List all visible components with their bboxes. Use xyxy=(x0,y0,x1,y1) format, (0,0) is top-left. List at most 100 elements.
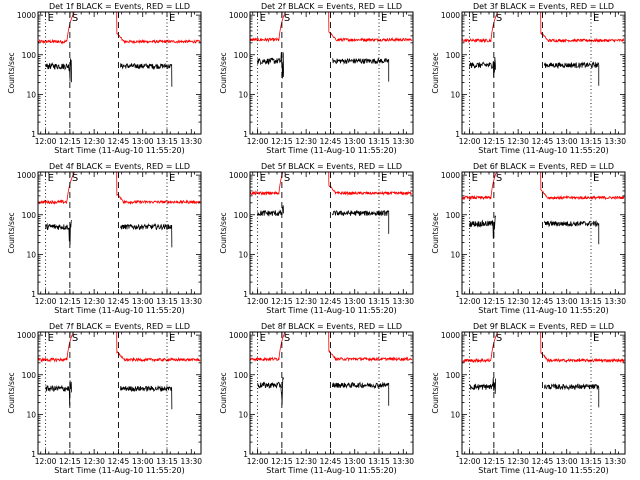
y-tick-label: 1 xyxy=(31,450,36,459)
x-tick-label: 13:00 xyxy=(132,457,154,466)
marker-label: E xyxy=(169,13,175,24)
plot-frame xyxy=(37,171,202,295)
x-tick-label: 13:30 xyxy=(180,457,202,466)
lld-series-2 xyxy=(328,172,413,197)
x-tick-label: 12:00 xyxy=(35,137,57,146)
x-tick-label: 12:30 xyxy=(83,457,105,466)
panel-det-1: Det 1f BLACK = Events, RED = LLD E S E 1 10 10… xyxy=(7,2,202,155)
marker-label: E xyxy=(593,173,599,184)
y-tick-label: 10 xyxy=(450,90,460,99)
x-tick-label: 12:00 xyxy=(459,137,481,146)
events-series-2 xyxy=(543,220,600,245)
y-tick-label: 10 xyxy=(450,410,460,419)
marker-label: E xyxy=(472,13,478,24)
y-axis-label: Counts/sec xyxy=(7,52,16,93)
x-axis-label: Start Time (11-Aug-10 11:55:20) xyxy=(54,146,185,155)
x-tick-label: 12:00 xyxy=(459,457,481,466)
plot-frame xyxy=(461,171,626,295)
y-tick-label: 1 xyxy=(243,450,248,459)
x-tick-label: 12:45 xyxy=(320,297,342,306)
events-series-1 xyxy=(257,377,284,406)
lld-series-2 xyxy=(540,332,625,364)
x-tick-label: 12:15 xyxy=(271,297,293,306)
events-series-2 xyxy=(332,57,390,82)
y-tick-label: 10 xyxy=(26,90,36,99)
y-tick-label: 1 xyxy=(455,450,460,459)
y-tick-label: 1000 xyxy=(17,171,36,180)
panel-det-2: Det 2f BLACK = Events, RED = LLD E S E 1 10 10… xyxy=(219,2,414,155)
x-axis-label: Start Time (11-Aug-10 11:55:20) xyxy=(54,466,185,475)
x-tick-label: 12:00 xyxy=(459,297,481,306)
y-tick-label: 100 xyxy=(234,51,249,60)
y-axis-label: Counts/sec xyxy=(431,372,440,413)
y-tick-label: 1 xyxy=(455,130,460,139)
events-series-2 xyxy=(120,223,173,248)
marker-label: S xyxy=(496,173,502,184)
lld-series-1 xyxy=(462,12,499,44)
x-tick-label: 13:00 xyxy=(556,457,578,466)
lld-series-1 xyxy=(250,172,284,196)
events-series-1 xyxy=(469,215,496,239)
y-axis-label: Counts/sec xyxy=(219,372,228,413)
x-tick-label: 12:00 xyxy=(247,137,269,146)
x-tick-label: 13:15 xyxy=(156,137,178,146)
y-axis-label: Counts/sec xyxy=(431,212,440,253)
x-tick-label: 13:15 xyxy=(156,457,178,466)
x-tick-label: 13:30 xyxy=(604,297,626,306)
y-tick-label: 100 xyxy=(446,51,461,60)
x-tick-label: 12:15 xyxy=(483,137,505,146)
marker-label: S xyxy=(284,13,290,24)
marker-label: E xyxy=(260,13,266,24)
events-series-1 xyxy=(257,52,285,79)
panel-title: Det 3f BLACK = Events, RED = LLD xyxy=(473,2,614,11)
x-axis-label: Start Time (11-Aug-10 11:55:20) xyxy=(266,466,397,475)
x-tick-label: 12:30 xyxy=(507,457,529,466)
x-axis-label: Start Time (11-Aug-10 11:55:20) xyxy=(478,466,609,475)
y-tick-label: 10 xyxy=(26,410,36,419)
x-tick-label: 12:30 xyxy=(295,137,317,146)
x-tick-label: 12:00 xyxy=(35,457,57,466)
y-tick-label: 1 xyxy=(455,290,460,299)
panel-title: Det 5f BLACK = Events, RED = LLD xyxy=(261,162,402,171)
events-series-2 xyxy=(543,383,600,408)
y-tick-label: 1000 xyxy=(441,171,460,180)
plot-frame xyxy=(249,171,414,295)
y-tick-label: 1 xyxy=(243,290,248,299)
marker-label: S xyxy=(284,333,290,344)
panel-title: Det 9f BLACK = Events, RED = LLD xyxy=(473,322,614,331)
x-tick-label: 12:30 xyxy=(83,297,105,306)
x-axis-label: Start Time (11-Aug-10 11:55:20) xyxy=(266,306,397,315)
marker-label: E xyxy=(48,13,54,24)
lld-series-2 xyxy=(328,332,413,362)
panel-det-9: Det 9f BLACK = Events, RED = LLD E S E 1 10 10… xyxy=(431,322,626,475)
panel-det-5: Det 5f BLACK = Events, RED = LLD E S E 1 10 10… xyxy=(219,162,414,315)
y-tick-label: 100 xyxy=(22,51,37,60)
y-tick-label: 1000 xyxy=(229,171,248,180)
x-tick-label: 12:00 xyxy=(247,457,269,466)
y-tick-label: 1000 xyxy=(17,331,36,340)
x-tick-label: 13:30 xyxy=(392,297,414,306)
marker-label: E xyxy=(381,13,387,24)
x-tick-label: 12:15 xyxy=(59,137,81,146)
x-tick-label: 12:30 xyxy=(507,137,529,146)
lld-series-2 xyxy=(540,172,625,201)
plot-frame xyxy=(249,331,414,455)
y-axis-label: Counts/sec xyxy=(7,212,16,253)
marker-label: E xyxy=(260,333,266,344)
lld-series-1 xyxy=(462,172,497,201)
y-axis-label: Counts/sec xyxy=(219,212,228,253)
y-tick-label: 1 xyxy=(31,130,36,139)
events-series-2 xyxy=(331,381,390,406)
x-tick-label: 13:15 xyxy=(368,297,390,306)
x-tick-label: 13:15 xyxy=(368,457,390,466)
y-tick-label: 1000 xyxy=(441,331,460,340)
x-tick-label: 12:45 xyxy=(532,137,554,146)
lld-series-1 xyxy=(462,332,499,364)
x-tick-label: 13:00 xyxy=(344,457,366,466)
y-tick-label: 10 xyxy=(238,250,248,259)
x-tick-label: 12:00 xyxy=(35,297,57,306)
plot-frame xyxy=(461,331,626,455)
x-tick-label: 12:45 xyxy=(320,457,342,466)
x-tick-label: 13:00 xyxy=(344,137,366,146)
lld-series-1 xyxy=(250,332,286,362)
